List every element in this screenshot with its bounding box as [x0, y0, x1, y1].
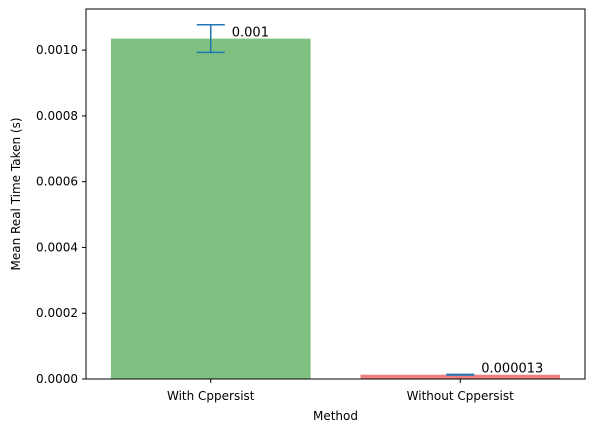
- value-label-1: 0.001: [232, 26, 269, 41]
- bars-layer: [110, 38, 561, 379]
- error-bars-layer: [196, 24, 475, 376]
- plot-area-frame: [85, 8, 586, 380]
- y-tick-label-1: 0.0000: [36, 372, 78, 386]
- y-axis: 0.0000 0.0002 0.0004 0.0006 0.0008 0.0010: [36, 43, 86, 386]
- y-tick-label-5: 0.0008: [36, 109, 78, 123]
- y-axis-label: Mean Real Time Taken (s): [9, 117, 23, 270]
- x-tick-label-1: With Cppersist: [167, 389, 255, 403]
- x-tick-label-2: Without Cppersist: [407, 389, 514, 403]
- value-label-2: 0.000013: [481, 362, 543, 377]
- y-tick-label-3: 0.0004: [36, 240, 78, 254]
- x-axis-label: Method: [313, 409, 358, 423]
- bar-2: [360, 374, 561, 379]
- bar-1: [110, 38, 311, 379]
- y-tick-label-4: 0.0006: [36, 175, 78, 189]
- y-tick-label-2: 0.0002: [36, 306, 78, 320]
- y-tick-label-6: 0.0010: [36, 43, 78, 57]
- value-labels-layer: 0.001 0.000013: [232, 26, 544, 377]
- x-axis: With Cppersist Without Cppersist: [167, 379, 514, 403]
